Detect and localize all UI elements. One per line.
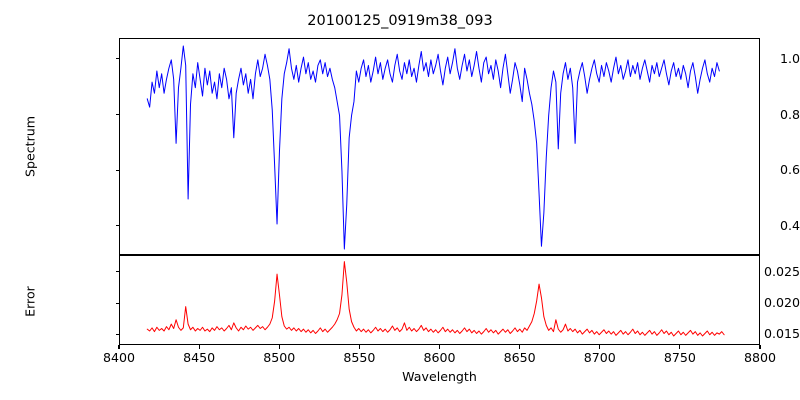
x-tick-mark — [679, 345, 681, 349]
x-tick-mark — [118, 345, 120, 349]
error-y-axis-label: Error — [22, 286, 38, 317]
x-axis-label: Wavelength — [402, 369, 477, 384]
x-tick-label: 8800 — [743, 350, 777, 365]
x-tick-mark — [519, 345, 521, 349]
spectrum-plot-area — [119, 38, 760, 255]
error-series-line — [146, 261, 725, 337]
error-plot-area — [119, 255, 760, 345]
x-tick-mark — [278, 345, 280, 349]
y-tick-mark — [115, 225, 119, 227]
y-tick-mark — [115, 302, 119, 304]
x-tick-label: 8400 — [102, 350, 136, 365]
y-tick-mark — [115, 58, 119, 60]
x-tick-label: 8750 — [663, 350, 696, 365]
y-tick-mark — [115, 271, 119, 273]
x-tick-label: 8650 — [503, 350, 536, 365]
y-tick-label: 0.020 — [763, 295, 800, 311]
x-tick-mark — [599, 345, 601, 349]
y-tick-label: 0.8 — [779, 106, 800, 122]
page-title: 20100125_0919m38_093 — [307, 13, 493, 29]
x-tick-mark — [759, 345, 761, 349]
spectrum-y-axis-label: Spectrum — [22, 115, 38, 178]
y-tick-mark — [115, 333, 119, 335]
x-tick-label: 8500 — [263, 350, 296, 365]
y-tick-label: 0.025 — [763, 263, 800, 279]
y-tick-label: 0.015 — [763, 326, 800, 342]
x-tick-label: 8700 — [583, 350, 616, 365]
y-tick-mark — [115, 113, 119, 116]
x-tick-label: 8550 — [343, 350, 376, 365]
y-tick-label: 0.4 — [779, 217, 800, 233]
spectrum-series-line — [146, 45, 720, 250]
x-tick-mark — [438, 345, 441, 349]
y-tick-label: 1.0 — [779, 50, 800, 66]
x-tick-mark — [358, 345, 360, 349]
x-tick-label: 8600 — [423, 350, 456, 365]
x-tick-label: 8450 — [183, 350, 216, 365]
y-tick-label: 0.6 — [779, 162, 800, 178]
y-tick-mark — [115, 169, 119, 171]
x-tick-mark — [198, 345, 200, 349]
